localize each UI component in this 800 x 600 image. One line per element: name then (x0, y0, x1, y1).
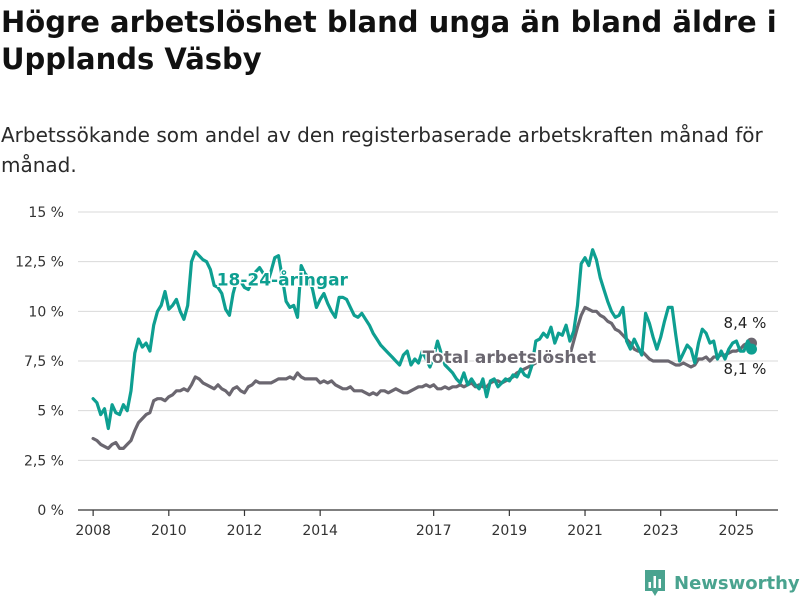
x-axis: 2008 2010 2012 2014 2017 2019 2021 2023 2025 (75, 509, 778, 539)
y-tick-label: 2,5 % (24, 453, 64, 469)
x-tick-label: 2014 (302, 523, 338, 539)
series-labels: 8,1 % 8,4 % 18-24-åringar Total arbetslöshe… (215, 267, 767, 378)
x-tick-label: 2025 (719, 523, 755, 539)
series-line-18-24-åringar (91, 248, 754, 431)
series-line-total-arbetslöshet (91, 305, 754, 450)
x-tick-label: 2010 (151, 523, 187, 539)
x-tick-label: 2019 (492, 523, 528, 539)
x-tick-label: 2017 (416, 523, 452, 539)
chart-title: Högre arbetslöshet bland unga än bland ä… (1, 5, 777, 76)
x-tick-label: 2008 (75, 523, 111, 539)
y-tick-label: 5 % (37, 404, 64, 420)
chart-subtitle: Arbetssökande som andel av den registerb… (1, 123, 763, 177)
end-value-label: 8,4 % (724, 314, 767, 332)
end-value-label: 8,1 % (724, 360, 767, 378)
x-tick-label: 2021 (567, 523, 603, 539)
grid (78, 211, 778, 461)
newsworthy-logo[interactable]: Newsworthy (643, 568, 800, 598)
x-tick-label: 2012 (227, 523, 263, 539)
series-lines (91, 248, 758, 450)
newsworthy-bar-chart-icon (645, 570, 665, 596)
brand-name: Newsworthy (674, 572, 800, 594)
y-tick-label: 7,5 % (24, 354, 64, 370)
series-name-label: Total arbetslöshet (423, 348, 597, 368)
y-tick-label: 12,5 % (15, 255, 64, 271)
y-tick-label: 10 % (28, 304, 64, 320)
series-name-label: 18-24-åringar (217, 269, 349, 291)
y-tick-label: 0 % (37, 503, 64, 519)
y-axis-labels: 0 % 2,5 % 5 % 7,5 % 10 % 12,5 % 15 % (15, 205, 64, 519)
y-tick-label: 15 % (28, 205, 64, 221)
x-tick-label: 2023 (643, 523, 679, 539)
end-point-18-24-åringar (746, 343, 758, 355)
